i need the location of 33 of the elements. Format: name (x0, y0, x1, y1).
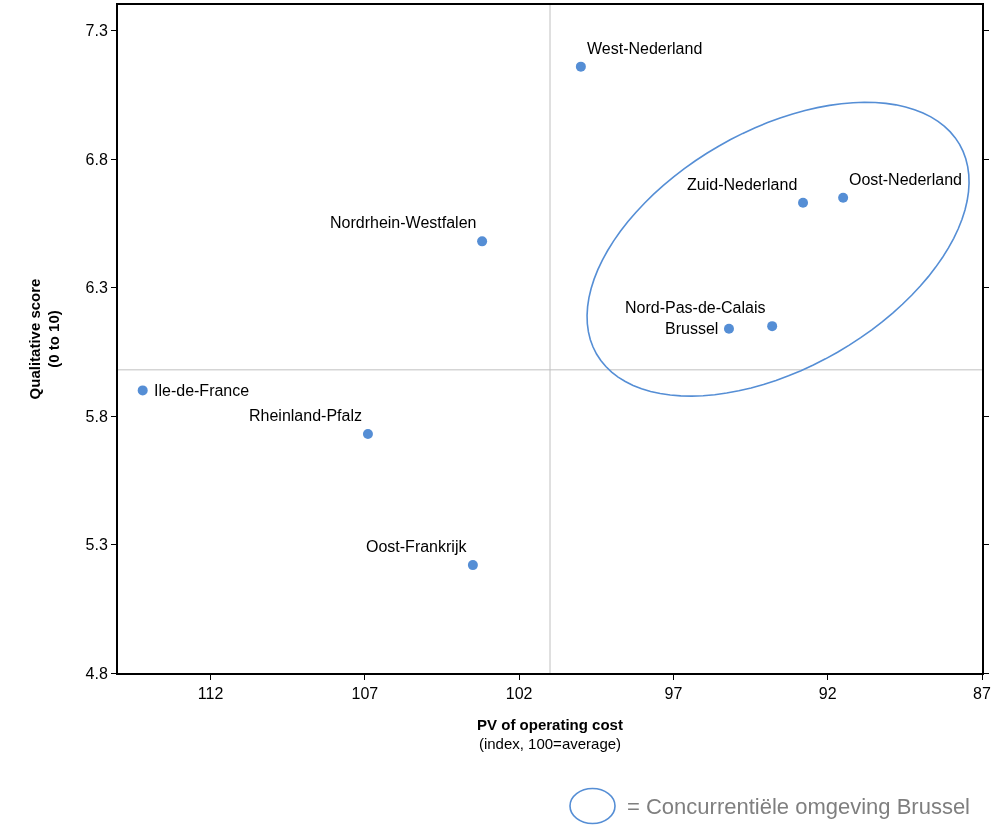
point (467, 560, 478, 571)
annotation: Oost-Nederland (849, 171, 962, 188)
y-axis-title: Qualitative score (0 to 10) (25, 278, 63, 400)
y-tick-label: 5.3 (85, 536, 108, 554)
point (362, 429, 373, 440)
point (838, 192, 849, 203)
point (137, 385, 148, 396)
x-tick-label: 87 (973, 685, 991, 703)
point (798, 197, 809, 208)
x-tick-label: 112 (197, 685, 224, 703)
point (477, 236, 488, 247)
y-tick-label: 5.8 (85, 407, 108, 425)
point (723, 323, 734, 334)
annotation: Brussel (665, 320, 719, 337)
annotation: Rheinland-Pfalz (249, 407, 362, 424)
x-tick-label: 102 (505, 685, 533, 703)
point (767, 321, 778, 332)
y-tick-label: 4.8 (85, 664, 108, 682)
annotation: West-Nederland (587, 40, 703, 57)
annotation: Nordrhein-Westfalen (330, 214, 477, 231)
y-tick-label: 6.3 (85, 279, 108, 297)
point (575, 61, 586, 72)
annotation: Nord-Pas-de-Calais (625, 299, 766, 316)
x-tick-label: 97 (664, 685, 683, 703)
annotation: Ile-de-France (154, 382, 250, 399)
x-tick-label: 92 (818, 685, 837, 703)
annotation: Zuid-Nederland (687, 176, 798, 193)
x-axis-title: PV of operating cost (index, 100=average) (477, 715, 623, 753)
annotation: Oost-Frankrijk (366, 538, 468, 555)
y-tick-label: 6.8 (85, 150, 108, 168)
y-tick-label: 7.3 (85, 22, 108, 40)
legend-label: = Concurrentiële omgeving Brussel (627, 794, 971, 819)
x-tick-label: 107 (351, 685, 379, 703)
